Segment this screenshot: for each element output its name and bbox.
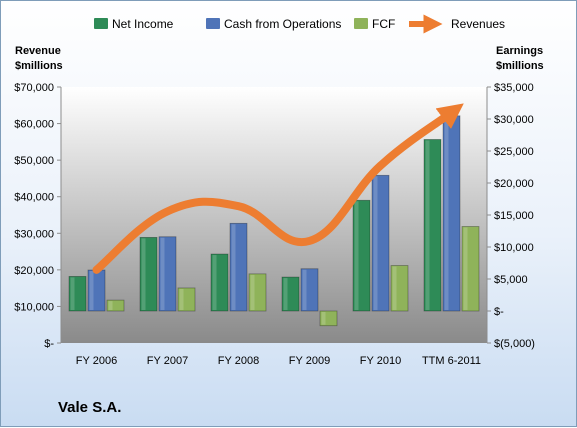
legend-item-net-income: Net Income bbox=[94, 17, 174, 31]
bar-highlight bbox=[322, 312, 326, 325]
left-tick-label: $30,000 bbox=[14, 228, 54, 240]
bar-highlight bbox=[232, 224, 236, 310]
bar-highlight bbox=[355, 201, 359, 310]
category-label-ttm-6-2011: TTM 6-2011 bbox=[422, 355, 481, 367]
right-tick-label: $- bbox=[494, 306, 504, 318]
bar-highlight bbox=[303, 270, 307, 310]
bar-highlight bbox=[464, 228, 468, 310]
right-tick-label: $(5,000) bbox=[494, 338, 535, 350]
bar-highlight bbox=[426, 140, 430, 310]
bar-highlight bbox=[251, 275, 255, 310]
right-tick-label: $15,000 bbox=[494, 210, 534, 222]
right-axis-title-line2: $millions bbox=[496, 60, 544, 72]
bar-highlight bbox=[71, 277, 75, 310]
legend-label-revenues: Revenues bbox=[451, 17, 505, 31]
legend-label-net-income: Net Income bbox=[112, 17, 174, 31]
left-tick-label: $60,000 bbox=[14, 119, 54, 131]
right-axis-ticks: $35,000 $30,000 $25,000 $20,000 $15,000 $10,0… bbox=[487, 82, 535, 350]
right-tick-label: $20,000 bbox=[494, 178, 534, 190]
right-axis-title-line1: Earnings bbox=[496, 45, 543, 57]
left-tick-label: $40,000 bbox=[14, 192, 54, 204]
category-labels: FY 2006 FY 2007 FY 2008 FY 2009 FY 2010 TTM 6… bbox=[76, 355, 481, 367]
legend-item-revenues: Revenues bbox=[409, 17, 505, 31]
bar-highlight bbox=[284, 278, 288, 310]
category-label-fy-2009: FY 2009 bbox=[289, 355, 330, 367]
right-tick-label: $35,000 bbox=[494, 82, 534, 94]
left-axis-title-line2: $millions bbox=[15, 60, 63, 72]
bar-highlight bbox=[180, 289, 184, 310]
right-tick-label: $30,000 bbox=[494, 114, 534, 126]
bar-highlight bbox=[109, 301, 113, 310]
bar-highlight bbox=[161, 238, 165, 310]
category-label-fy-2008: FY 2008 bbox=[218, 355, 259, 367]
bar-highlight bbox=[142, 238, 146, 310]
left-tick-label: $50,000 bbox=[14, 155, 54, 167]
bar-highlight bbox=[374, 176, 378, 310]
bar-highlight bbox=[90, 271, 94, 310]
left-tick-label: $- bbox=[44, 338, 54, 350]
left-tick-label: $20,000 bbox=[14, 265, 54, 277]
left-tick-label: $10,000 bbox=[14, 301, 54, 313]
category-label-fy-2006: FY 2006 bbox=[76, 355, 117, 367]
legend-item-fcf: FCF bbox=[354, 17, 395, 31]
legend-label-fcf: FCF bbox=[372, 17, 395, 31]
left-axis-ticks: $70,000 $60,000 $50,000 $40,000 $30,000 $20,0… bbox=[14, 82, 61, 350]
legend-item-cash-from-operations: Cash from Operations bbox=[206, 17, 341, 31]
right-tick-label: $25,000 bbox=[494, 146, 534, 158]
category-label-fy-2010: FY 2010 bbox=[360, 355, 401, 367]
right-tick-label: $10,000 bbox=[494, 242, 534, 254]
plot-area bbox=[61, 87, 487, 343]
left-axis-title-line1: Revenue bbox=[15, 45, 61, 57]
bar-highlight bbox=[213, 255, 217, 310]
right-tick-label: $5,000 bbox=[494, 274, 528, 286]
legend: Net Income Cash from Operations FCF Reve… bbox=[94, 17, 505, 31]
bar-highlight bbox=[393, 267, 397, 310]
category-label-fy-2007: FY 2007 bbox=[147, 355, 188, 367]
left-tick-label: $70,000 bbox=[14, 82, 54, 94]
legend-label-cash-from-operations: Cash from Operations bbox=[224, 17, 341, 31]
bar-highlight bbox=[445, 117, 449, 310]
company-name: Vale S.A. bbox=[58, 399, 121, 416]
